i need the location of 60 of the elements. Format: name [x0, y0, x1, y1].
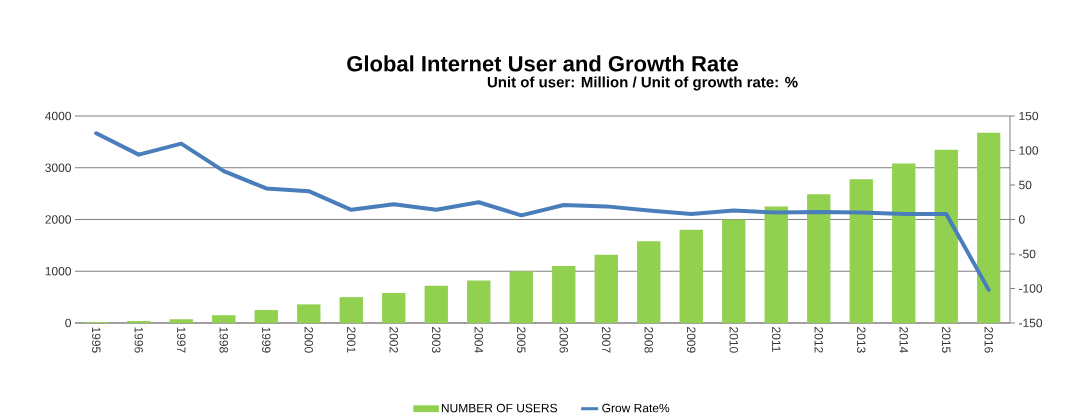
- y-tick-label: 4000: [45, 111, 72, 121]
- x-tick-label: 2008: [644, 327, 653, 353]
- x-tick-label: 2010: [729, 327, 738, 353]
- x-tick-label: 2014: [899, 327, 908, 353]
- bar: [722, 219, 746, 323]
- bar: [552, 266, 576, 323]
- x-tick-label: 1995: [92, 327, 101, 353]
- bar: [594, 254, 618, 323]
- bar: [339, 297, 363, 323]
- x-tick-label: 2000: [304, 327, 313, 353]
- x-tick-label: 2004: [474, 327, 483, 353]
- y-tick-label: 3000: [45, 163, 72, 172]
- x-tick-label: 2012: [814, 327, 823, 353]
- y2-tick-label: 150: [1019, 111, 1039, 121]
- bar: [679, 229, 703, 323]
- bar: [637, 241, 661, 323]
- bar: [169, 319, 193, 323]
- x-tick-label: 1999: [262, 327, 271, 353]
- x-tick-label: 2015: [942, 327, 951, 353]
- line-series: [94, 131, 991, 292]
- bar: [849, 179, 873, 323]
- legend-label: Grow Rate%: [602, 403, 670, 413]
- bar: [509, 271, 533, 323]
- x-tick-label: 2007: [602, 327, 611, 353]
- x-tick-label: 2002: [389, 327, 398, 353]
- x-tick-label: 2011: [772, 327, 781, 352]
- legend-label: NUMBER OF USERS: [441, 403, 558, 413]
- y2-tick-label: 50: [1019, 180, 1032, 190]
- bar: [764, 206, 788, 323]
- x-tick-label: 2001: [347, 327, 356, 353]
- bar: [297, 304, 321, 323]
- y2-tick-label: -150: [1019, 318, 1043, 328]
- x-tick-label: 1998: [219, 327, 228, 353]
- bar: [807, 194, 831, 323]
- bar: [127, 320, 151, 323]
- y-tick-label: 2000: [45, 215, 72, 224]
- y-tick-label: 1000: [45, 267, 72, 276]
- bar: [212, 315, 236, 323]
- chart-subtitle: Unit of user: Million / Unit of growth rate: %: [487, 76, 798, 91]
- x-tick-label: 2005: [517, 327, 526, 353]
- bar: [977, 132, 1001, 323]
- x-tick-label: 1996: [134, 327, 144, 353]
- bar: [254, 310, 278, 323]
- x-tick-label: 2009: [687, 327, 696, 353]
- y2-tick-label: 0: [1019, 215, 1025, 224]
- y2-tick-label: 100: [1019, 146, 1039, 155]
- x-tick-label: 2013: [857, 327, 866, 353]
- y2-tick-label: -100: [1019, 284, 1043, 293]
- x-tick-label: 1997: [177, 327, 186, 353]
- bar: [467, 280, 491, 323]
- y-tick-label: 0: [65, 318, 72, 328]
- bar: [934, 149, 958, 323]
- x-tick-label: 2003: [432, 327, 441, 353]
- chart-title: Global Internet User and Growth Rate: [347, 55, 738, 72]
- x-tick-label: 2016: [984, 327, 993, 353]
- y2-tick-label: -50: [1019, 249, 1036, 259]
- bar: [382, 292, 406, 323]
- bar: [892, 163, 916, 323]
- bar: [424, 285, 448, 323]
- x-tick-label: 2006: [559, 327, 568, 353]
